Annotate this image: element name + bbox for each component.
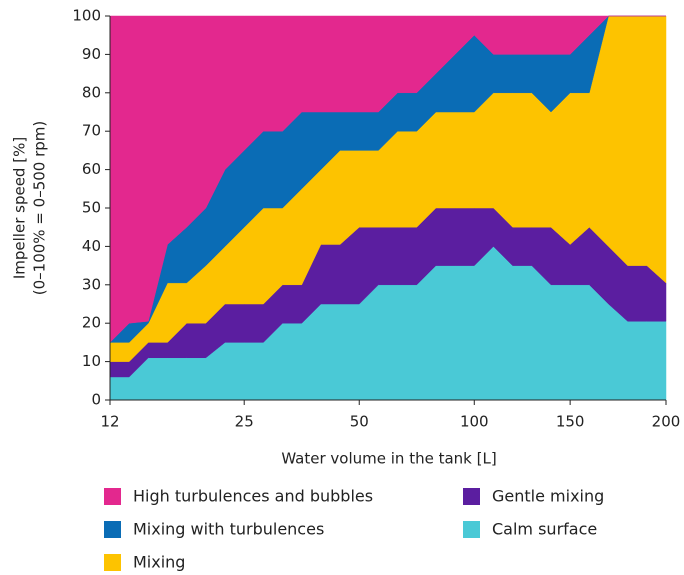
- y-tick-label: 20: [82, 314, 101, 332]
- legend-label: Calm surface: [492, 520, 597, 539]
- y-tick-label: 0: [91, 391, 101, 409]
- legend-label: Gentle mixing: [492, 487, 604, 506]
- x-tick-label: 50: [350, 413, 369, 431]
- legend-label: Mixing: [133, 553, 185, 572]
- x-axis-label: Water volume in the tank [L]: [281, 450, 496, 468]
- y-tick-label: 10: [82, 352, 101, 370]
- y-axis-label: (0–100% = 0–500 rpm): [31, 121, 49, 295]
- x-tick-label: 12: [100, 413, 119, 431]
- legend-swatch: [104, 488, 121, 505]
- x-tick-label: 100: [460, 413, 489, 431]
- x-tick-label: 200: [652, 413, 681, 431]
- y-tick-label: 40: [82, 237, 101, 255]
- y-tick-label: 50: [82, 199, 101, 217]
- y-tick-label: 80: [82, 83, 101, 101]
- y-tick-label: 90: [82, 45, 101, 63]
- legend-swatch: [104, 554, 121, 571]
- y-tick-label: 60: [82, 160, 101, 178]
- x-tick-label: 25: [235, 413, 254, 431]
- area: [109, 15, 666, 344]
- legend-label: High turbulences and bubbles: [133, 487, 373, 506]
- y-tick-label: 100: [72, 7, 101, 25]
- legend-label: Mixing with turbulences: [133, 520, 324, 539]
- y-axis-label: Impeller speed [%]: [11, 137, 29, 279]
- legend-swatch: [463, 488, 480, 505]
- y-tick-label: 30: [82, 275, 101, 293]
- y-tick-label: 70: [82, 122, 101, 140]
- legend-swatch: [463, 521, 480, 538]
- legend-swatch: [104, 521, 121, 538]
- x-tick-label: 150: [556, 413, 585, 431]
